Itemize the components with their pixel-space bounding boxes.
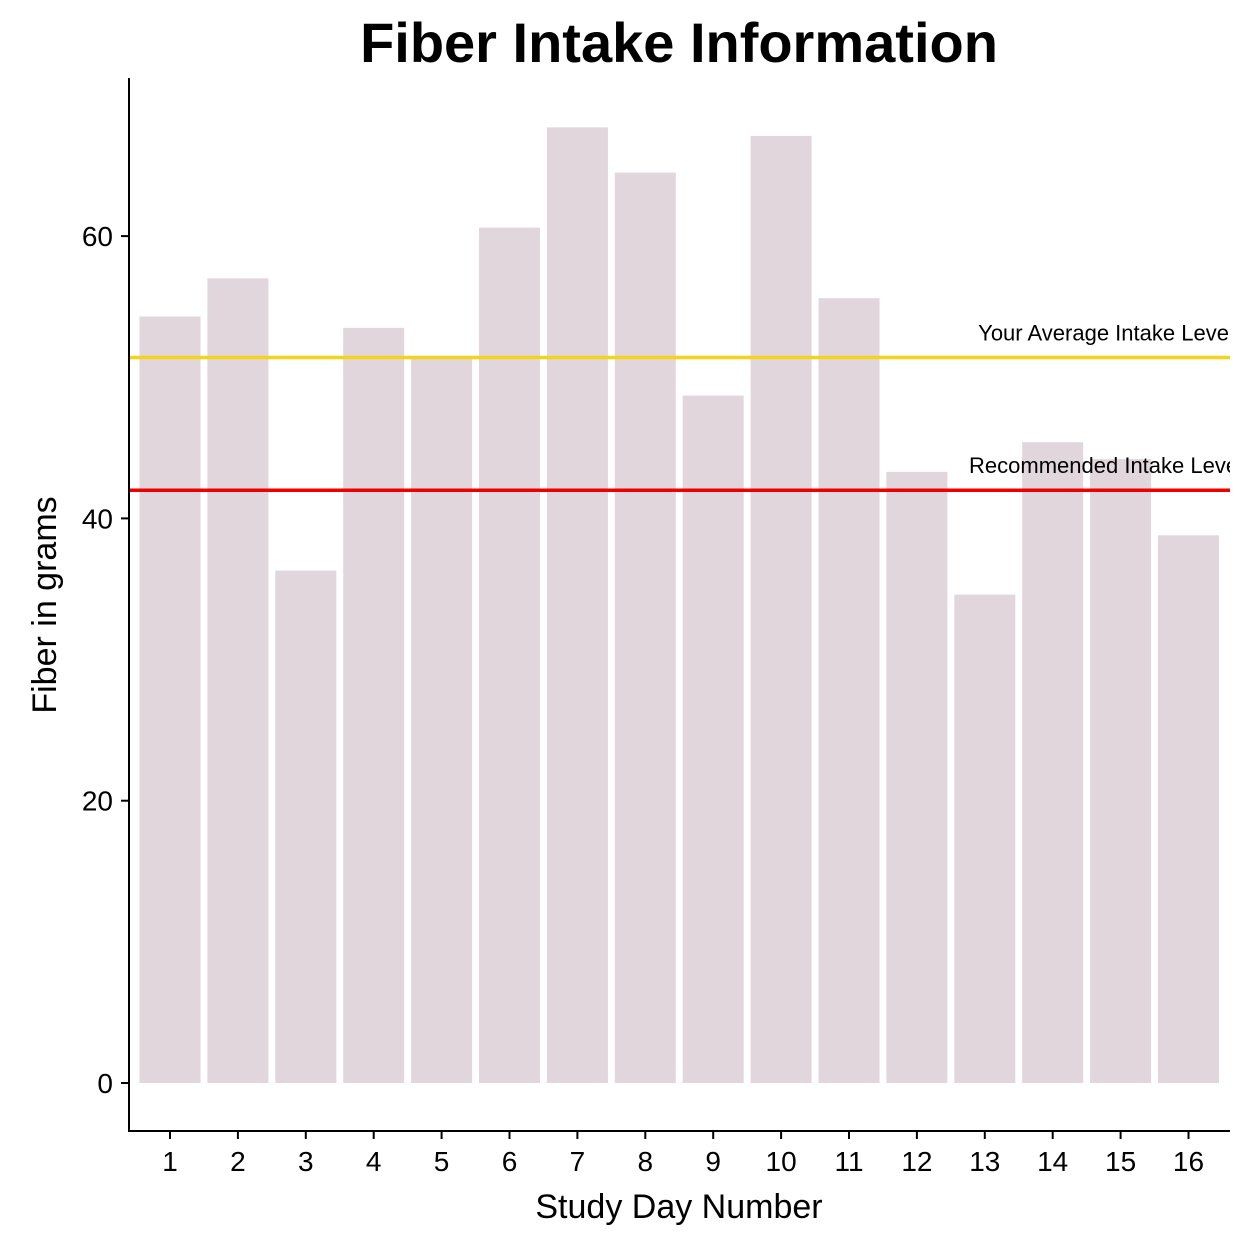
x-tick-label: 7 — [570, 1146, 586, 1177]
y-axis-title: Fiber in grams — [26, 496, 64, 713]
x-tick-label: 3 — [298, 1146, 314, 1177]
bar-day-10 — [750, 135, 812, 1083]
x-tick-label: 11 — [834, 1146, 863, 1177]
reference-lines: Your Average Intake Level Recommended Int… — [129, 321, 1243, 492]
bar-day-4 — [343, 327, 405, 1083]
bar-day-8 — [614, 172, 676, 1084]
bar-day-7 — [546, 127, 608, 1083]
x-tick-label: 14 — [1037, 1146, 1068, 1177]
bar-day-3 — [275, 570, 337, 1083]
chart-title: Fiber Intake Information — [360, 11, 998, 74]
x-tick-label: 2 — [230, 1146, 246, 1177]
x-tick-label: 5 — [434, 1146, 450, 1177]
y-tick-label: 0 — [97, 1068, 113, 1099]
bar-day-16 — [1158, 535, 1219, 1083]
bar-day-9 — [682, 395, 744, 1084]
x-tick-label: 16 — [1173, 1146, 1204, 1177]
bar-day-2 — [207, 278, 269, 1083]
y-axis-ticks: 0 20 40 60 — [82, 221, 129, 1099]
x-axis-title: Study Day Number — [535, 1188, 822, 1226]
x-tick-label: 15 — [1105, 1146, 1136, 1177]
x-tick-label: 1 — [162, 1146, 178, 1177]
bar-day-6 — [479, 227, 540, 1084]
bar-day-1 — [139, 316, 201, 1083]
reference-line-label-1: Your Average Intake Level — [978, 321, 1234, 346]
x-tick-label: 12 — [901, 1146, 932, 1177]
y-tick-label: 60 — [82, 221, 113, 252]
bar-day-11 — [818, 298, 880, 1083]
bar-day-12 — [886, 471, 948, 1083]
x-tick-label: 8 — [638, 1146, 654, 1177]
x-tick-label: 10 — [766, 1146, 797, 1177]
bar-day-15 — [1090, 459, 1152, 1084]
y-tick-label: 40 — [82, 503, 113, 534]
bar-day-13 — [954, 594, 1016, 1083]
x-tick-label: 4 — [366, 1146, 382, 1177]
bar-day-5 — [411, 358, 473, 1083]
y-tick-label: 20 — [82, 786, 113, 817]
bar-day-14 — [1022, 442, 1084, 1083]
x-tick-label: 9 — [705, 1146, 721, 1177]
x-tick-label: 13 — [969, 1146, 1000, 1177]
x-axis-ticks: 1 2 3 4 5 6 7 8 9 10 11 12 13 14 15 16 — [162, 1131, 1204, 1177]
reference-line-label-2: Recommended Intake Level — [969, 453, 1243, 478]
x-tick-label: 6 — [502, 1146, 518, 1177]
bar-group — [139, 127, 1219, 1084]
